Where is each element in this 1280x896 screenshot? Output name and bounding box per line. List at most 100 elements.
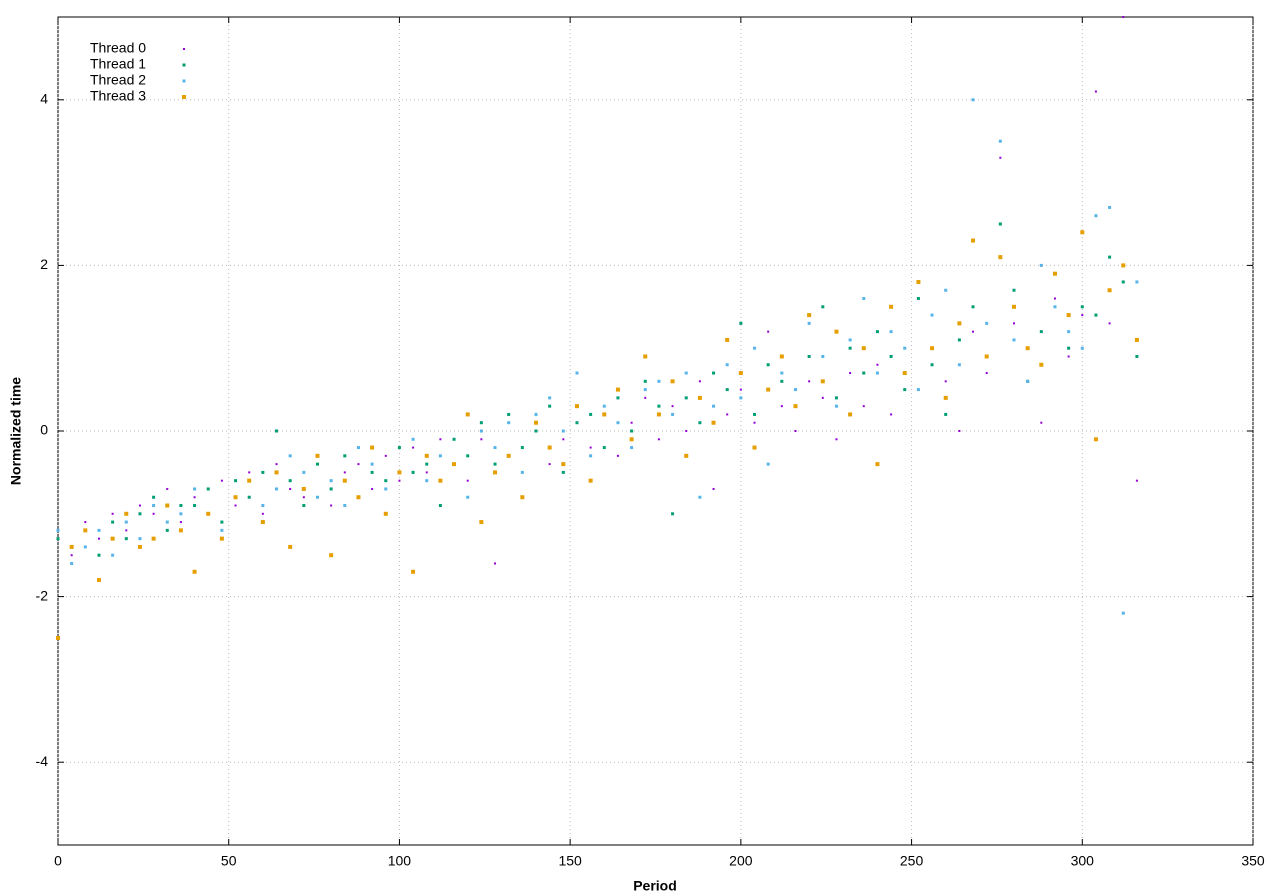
data-point	[561, 470, 565, 474]
data-point	[1053, 297, 1056, 300]
data-point	[412, 446, 415, 449]
data-point	[712, 404, 716, 408]
data-point	[834, 329, 839, 334]
data-point	[643, 379, 647, 383]
data-point	[411, 569, 416, 574]
data-point	[985, 321, 989, 325]
data-point	[357, 463, 360, 466]
data-point	[466, 495, 470, 499]
data-point	[275, 463, 278, 466]
y-tick-label: 4	[40, 91, 48, 107]
data-point	[766, 387, 771, 392]
data-point	[152, 495, 156, 499]
data-point	[220, 479, 223, 482]
data-point	[97, 553, 101, 557]
data-point	[820, 379, 825, 384]
data-point	[438, 478, 443, 483]
data-point	[97, 537, 100, 540]
data-point	[261, 470, 265, 474]
data-point	[1093, 437, 1098, 442]
data-point	[643, 354, 648, 359]
data-point	[384, 479, 388, 483]
data-point	[479, 520, 484, 525]
data-point	[875, 371, 879, 375]
data-point	[452, 462, 457, 467]
data-point	[493, 446, 497, 450]
data-point	[165, 503, 170, 508]
data-point	[83, 528, 88, 533]
data-point	[220, 528, 224, 532]
data-point	[152, 504, 156, 508]
data-point	[1135, 280, 1139, 284]
data-point	[288, 454, 292, 458]
data-point	[329, 553, 334, 558]
data-point	[916, 279, 921, 284]
data-point	[958, 430, 961, 432]
x-tick-label: 0	[54, 853, 62, 869]
data-point	[1094, 313, 1098, 317]
data-point	[807, 321, 811, 325]
data-point	[739, 388, 742, 391]
data-point	[547, 445, 552, 450]
data-point	[821, 305, 825, 309]
data-point	[957, 363, 961, 367]
data-point	[138, 537, 142, 541]
data-point	[875, 330, 879, 334]
data-point	[1135, 479, 1138, 482]
data-point	[1080, 230, 1085, 235]
data-point	[84, 521, 87, 524]
data-point	[1121, 263, 1126, 268]
data-point	[166, 487, 169, 490]
data-point	[725, 363, 729, 367]
data-point	[151, 536, 156, 541]
data-point	[698, 495, 702, 499]
data-point	[657, 404, 661, 408]
data-point	[670, 379, 675, 384]
y-tick-label: 0	[40, 422, 48, 438]
data-point	[684, 453, 689, 458]
data-point	[425, 471, 428, 474]
data-point	[124, 537, 128, 541]
data-point	[698, 421, 702, 425]
y-tick-label: -4	[36, 753, 49, 769]
data-point	[425, 462, 429, 466]
data-point	[998, 139, 1002, 143]
data-point	[697, 395, 702, 400]
data-point	[602, 404, 606, 408]
data-point	[834, 404, 838, 408]
data-point	[398, 479, 401, 482]
data-point	[1067, 346, 1071, 350]
data-point	[1122, 16, 1125, 18]
data-point	[315, 462, 319, 466]
data-point	[520, 446, 524, 450]
data-point	[1052, 271, 1057, 276]
data-point	[548, 396, 552, 400]
data-point	[930, 346, 935, 351]
data-point	[302, 470, 306, 474]
data-point	[466, 454, 470, 458]
data-point	[930, 313, 934, 317]
data-point	[930, 363, 934, 367]
data-point	[767, 330, 770, 333]
data-point	[876, 363, 879, 366]
data-point	[589, 454, 593, 458]
data-point	[411, 437, 415, 441]
data-point	[589, 412, 593, 416]
data-point	[971, 305, 975, 309]
data-point	[1026, 379, 1030, 383]
x-tick-label: 200	[729, 853, 753, 869]
data-point	[848, 338, 852, 342]
data-point	[849, 372, 852, 375]
data-point	[97, 528, 101, 532]
data-point	[643, 388, 647, 392]
data-point	[1053, 305, 1057, 309]
data-point	[889, 354, 893, 358]
data-point	[861, 346, 866, 351]
data-point	[602, 412, 607, 417]
data-point	[274, 470, 279, 475]
data-point	[288, 544, 293, 549]
data-point	[588, 478, 593, 483]
data-point	[780, 371, 784, 375]
data-point	[1012, 304, 1016, 309]
data-point	[111, 512, 114, 515]
